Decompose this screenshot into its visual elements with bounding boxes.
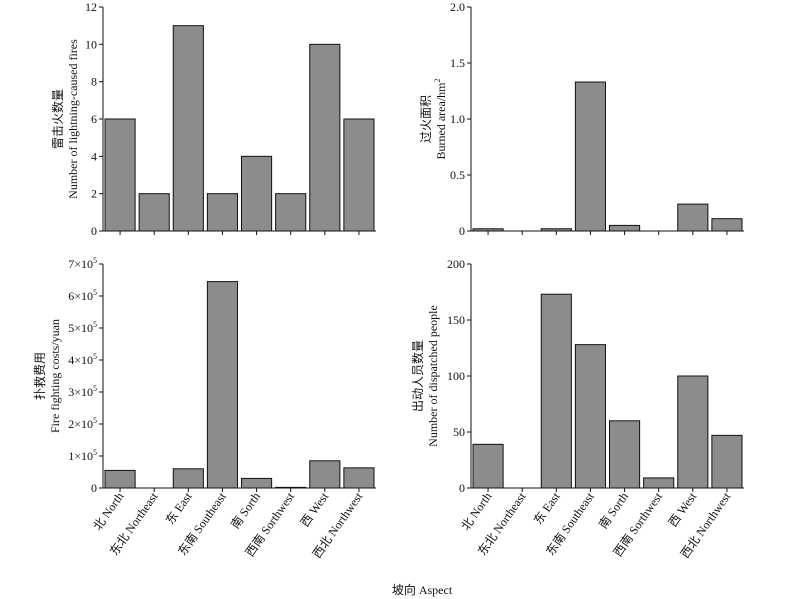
chart-fire-fighting-costs: 0 1×105 2×105 3×105 4×105 5×105 6×105 7×105 北 No… <box>32 256 376 561</box>
bar-8 <box>343 467 375 489</box>
bar-6 <box>643 477 675 489</box>
y-tick-label: 8 <box>91 75 97 89</box>
bar-3 <box>172 468 204 489</box>
bar-6 <box>275 193 307 232</box>
bar-5 <box>241 477 273 489</box>
bar-4 <box>574 344 606 489</box>
x-tick-label: 南 Sorth <box>227 489 263 531</box>
bar-1 <box>104 118 136 232</box>
y-tick-label: 0 <box>91 481 97 495</box>
x-tick-label: 北 North <box>458 490 494 533</box>
bar-2 <box>138 193 170 232</box>
bar-7 <box>677 203 709 232</box>
y-axis-label: 扑救费用Fire fighting costs/yuan <box>32 319 62 433</box>
y-tick-label: 4×105 <box>68 352 97 367</box>
y-tick-label: 2.0 <box>450 0 465 14</box>
y-tick-label: 150 <box>447 313 465 327</box>
x-tick-label: 东 East <box>163 489 195 527</box>
bar-8 <box>711 218 743 232</box>
y-tick-label: 5×105 <box>68 320 97 335</box>
y-tick-label: 7×105 <box>68 256 97 271</box>
chart-burned-area: 0 0.5 1.0 1.5 2.0 过火面积Burned area/hm2 <box>419 0 744 238</box>
x-tick-label: 西 West <box>298 489 332 529</box>
y-tick-label: 3×105 <box>68 384 97 399</box>
x-tick-label: 南 Sorth <box>595 489 631 531</box>
x-tick-label: 北 North <box>90 490 126 533</box>
y-tick-label: 0 <box>459 481 465 495</box>
y-tick-label: 50 <box>453 425 465 439</box>
x-axis-label: 坡向 Aspect <box>392 582 453 597</box>
y-tick-label: 4 <box>91 149 97 163</box>
bar-1 <box>472 443 504 489</box>
y-tick-label: 1.5 <box>450 56 465 70</box>
y-tick-label: 1×105 <box>68 448 97 463</box>
x-tick-label: 西 West <box>666 489 700 529</box>
bar-5 <box>241 155 273 232</box>
y-tick-label: 12 <box>85 0 97 14</box>
bar-8 <box>711 434 743 489</box>
chart-lightning-fires: 0 2 4 6 8 10 12 雷击火数量Number of lightning-caused… <box>50 0 376 238</box>
bar-6 <box>275 486 307 489</box>
bar-1 <box>104 469 136 489</box>
bar-3 <box>172 25 204 232</box>
y-tick-label: 0 <box>91 224 97 238</box>
bar-8 <box>343 118 375 232</box>
bar-7 <box>309 43 341 232</box>
y-tick-label: 1.0 <box>450 112 465 126</box>
y-axis-label: 过火面积Burned area/hm2 <box>419 79 448 160</box>
y-axis-label: 出动人员数量Number of dispatched people <box>410 305 440 447</box>
y-axis-label: 雷击火数量Number of lightning-caused fires <box>50 39 80 199</box>
y-tick-label: 6 <box>91 112 97 126</box>
y-tick-label: 2 <box>91 187 97 201</box>
bar-7 <box>677 375 709 489</box>
bar-7 <box>309 460 341 489</box>
bar-4 <box>206 193 238 232</box>
y-tick-label: 100 <box>447 369 465 383</box>
bar-4 <box>206 281 238 489</box>
y-tick-label: 0.5 <box>450 168 465 182</box>
bar-3 <box>540 228 572 232</box>
bar-5 <box>609 224 641 232</box>
x-tick-label: 东 East <box>531 489 563 527</box>
bar-3 <box>540 293 572 489</box>
bar-5 <box>609 420 641 489</box>
y-tick-label: 10 <box>85 37 97 51</box>
y-tick-label: 200 <box>447 257 465 271</box>
bar-1 <box>472 228 504 232</box>
y-tick-label: 0 <box>459 224 465 238</box>
bar-4 <box>574 81 606 232</box>
y-tick-label: 2×105 <box>68 416 97 431</box>
y-tick-label: 6×105 <box>68 288 97 303</box>
